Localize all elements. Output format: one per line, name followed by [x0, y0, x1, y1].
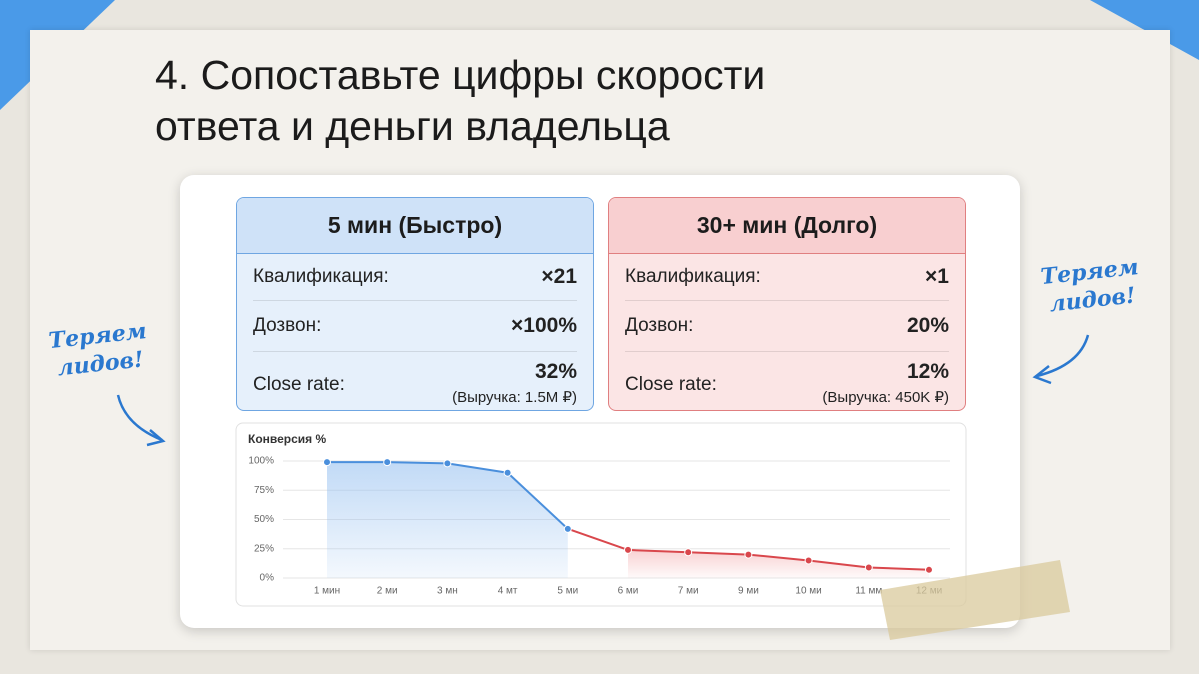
value: 12% [906, 360, 949, 383]
point [383, 458, 392, 467]
line-segment [627, 548, 689, 554]
row: Close rate: 32% (Выручка: 1.5M ₽) [253, 352, 577, 410]
line-segment [868, 566, 930, 571]
label: Квалификация: [253, 266, 389, 287]
line-segment [387, 461, 448, 465]
x-tick-label: 3 мн [437, 586, 458, 597]
value: ×21 [541, 265, 577, 288]
line-segment [506, 471, 569, 530]
point [744, 550, 753, 559]
x-tick-label: 11 мм [855, 586, 882, 597]
arrow-head [1032, 365, 1052, 385]
label: Квалификация: [625, 266, 761, 287]
slow-box: 30+ мин (Долго) Квалификация: ×1 Дозвон: 2… [608, 197, 966, 411]
row: Квалификация: ×21 [253, 254, 577, 301]
x-tick-label: 7 ми [678, 586, 699, 597]
tape [880, 560, 1070, 640]
point [804, 556, 813, 565]
area [628, 549, 929, 578]
y-tick-label: 100% [248, 456, 274, 467]
point [323, 458, 331, 467]
title-line: 4. Сопоставьте цифры скорости [155, 52, 766, 98]
point [443, 459, 452, 468]
note: (Выручка: 450K ₽) [822, 389, 949, 406]
label: Close rate: [253, 374, 345, 395]
line-segment [567, 527, 629, 551]
arrow [116, 394, 163, 442]
note: (Выручка: 1.5M ₽) [452, 389, 577, 406]
row: Close rate: 12% (Выручка: 450K ₽) [625, 352, 949, 410]
y-tick-label: 75% [254, 485, 274, 496]
row: Квалификация: ×1 [625, 254, 949, 301]
arrow-head [146, 429, 166, 447]
x-tick-label: 4 мт [498, 586, 518, 597]
x-tick-label: 5 ми [557, 586, 578, 597]
area [327, 462, 568, 578]
value: 20% [906, 314, 949, 337]
x-tick-label: 2 ми [377, 586, 398, 597]
x-tick-label: 1 мин [314, 586, 340, 597]
title: 4. Сопоставьте цифры скорости ответа и д… [155, 50, 765, 152]
row: Дозвон: ×100% [253, 301, 577, 352]
point [684, 548, 693, 557]
annotation: Теряем лидов! [47, 317, 151, 383]
y-tick-label: 0% [260, 573, 275, 584]
label: Дозвон: [253, 315, 322, 336]
y-tick-label: 25% [254, 543, 274, 554]
title-line: ответа и деньги владельца [155, 103, 670, 149]
point [624, 545, 632, 554]
row: Дозвон: 20% [625, 301, 949, 352]
line-segment [748, 553, 809, 562]
value: ×100% [511, 314, 577, 337]
value: ×1 [925, 265, 949, 288]
box-title: 30+ мин (Долго) [609, 198, 965, 254]
point [925, 565, 933, 574]
arrow [1036, 334, 1090, 378]
x-tick-label: 10 ми [795, 586, 821, 597]
label: Close rate: [625, 374, 717, 395]
x-tick-label: 9 ми [738, 586, 759, 597]
fast-box: 5 мин (Быстро) Квалификация: ×21 Дозвон: ×… [236, 197, 594, 411]
point [503, 468, 512, 477]
y-tick-label: 50% [254, 514, 274, 525]
label: Дозвон: [625, 315, 694, 336]
line-segment [808, 559, 869, 569]
value: 32% [534, 360, 577, 383]
point [864, 563, 873, 572]
annotation: Теряем лидов! [1039, 253, 1143, 319]
line-segment [447, 462, 508, 474]
chart-title: Конверсия % [248, 432, 327, 446]
box-title: 5 мин (Быстро) [237, 198, 593, 254]
x-tick-label: 6 ми [618, 586, 639, 597]
point [563, 524, 572, 533]
line-segment [688, 551, 749, 556]
